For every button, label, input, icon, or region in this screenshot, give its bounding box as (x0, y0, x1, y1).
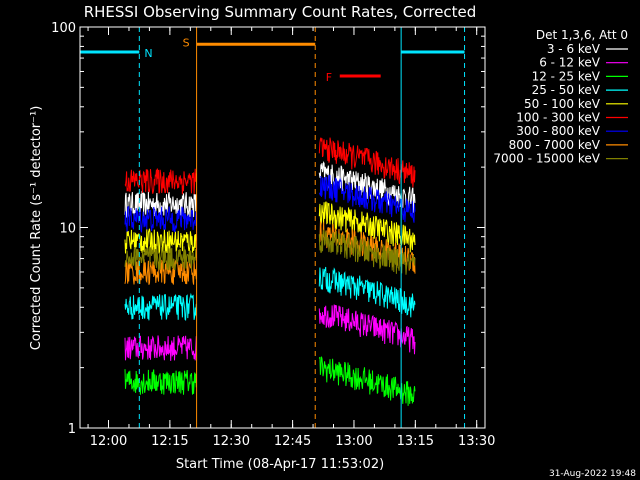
legend-label-5: 100 - 300 keV (516, 111, 600, 125)
series-5-segment-1 (318, 137, 416, 188)
chart-title: RHESSI Observing Summary Count Rates, Co… (84, 3, 477, 21)
annotation-label-1: S (183, 36, 190, 49)
x-tick-label-2: 12:30 (213, 434, 250, 449)
annotation-label-0: N (144, 47, 152, 60)
series-3 (124, 266, 416, 322)
series-4-segment-0 (124, 228, 197, 255)
y-tick-label-2: 100 (51, 21, 76, 36)
series-6 (124, 174, 416, 233)
x-tick-label-6: 13:30 (458, 434, 495, 449)
annotation-layer: N S F (80, 27, 466, 428)
series-1 (124, 304, 416, 361)
series-1-segment-1 (318, 304, 416, 355)
x-tick-label-5: 13:15 (397, 434, 434, 449)
legend-label-3: 25 - 50 keV (532, 83, 601, 97)
legend-title: Det 1,3,6, Att 0 (536, 28, 628, 42)
series-8-segment-0 (124, 245, 197, 271)
series-5-segment-0 (124, 168, 197, 195)
y-axis-label: Corrected Count Rate (s⁻¹ detector⁻¹) (29, 106, 44, 351)
series-8 (124, 229, 416, 275)
series-5 (124, 137, 416, 195)
x-axis-label: Start Time (08-Apr-17 11:53:02) (176, 457, 384, 472)
y-tick-label-0: 1 (68, 422, 76, 437)
y-tick-label-1: 10 (59, 222, 76, 237)
series-2-segment-1 (318, 356, 416, 406)
x-tick-label-4: 13:00 (335, 434, 372, 449)
x-tick-label-3: 12:45 (274, 434, 311, 449)
y-axis: 1 10 100 (51, 21, 485, 437)
x-tick-label-1: 12:15 (151, 434, 188, 449)
annotation-label-2: F (326, 71, 332, 84)
legend-label-0: 3 - 6 keV (547, 42, 601, 56)
plot-area: NSF 12:00 12:15 12:30 12:45 13:00 13:15 13:30 … (51, 21, 495, 449)
series-3-segment-1 (318, 266, 416, 318)
series-6-segment-0 (124, 206, 197, 233)
series-2-segment-0 (124, 369, 197, 395)
legend-label-6: 300 - 800 keV (516, 124, 600, 138)
series-2 (124, 356, 416, 406)
legend-label-2: 12 - 25 keV (532, 69, 601, 83)
series-8-segment-1 (318, 229, 416, 275)
legend-label-1: 6 - 12 keV (539, 56, 601, 70)
series-3-segment-0 (124, 292, 197, 322)
legend-label-8: 7000 - 15000 keV (493, 152, 600, 166)
series-6-segment-1 (318, 174, 416, 223)
x-axis: 12:00 12:15 12:30 12:45 13:00 13:15 13:30 (87, 27, 495, 449)
data-layer (124, 137, 416, 406)
series-7-segment-0 (124, 259, 197, 285)
timestamp: 31-Aug-2022 19:48 (549, 469, 636, 479)
x-tick-label-0: 12:00 (90, 434, 127, 449)
legend-label-7: 800 - 7000 keV (509, 138, 601, 152)
legend-label-4: 50 - 100 keV (524, 97, 601, 111)
series-1-segment-0 (124, 335, 197, 361)
